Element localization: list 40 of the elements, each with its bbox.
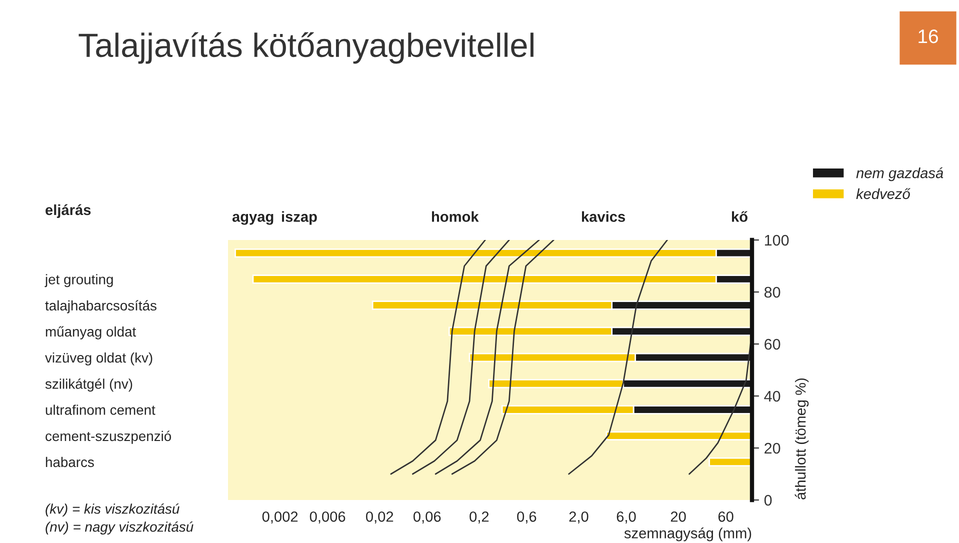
- text: agyag: [232, 214, 274, 225]
- y-tick-label: talajhabarcsosítás: [45, 300, 156, 314]
- legend-label: kedvező: [856, 188, 911, 200]
- x-tick-label: 0,006: [310, 511, 346, 524]
- text: kavics: [582, 211, 626, 222]
- text: (kv) = kis viszkozitású: [46, 503, 180, 517]
- y-tick-label: cement-szuszpenzió: [46, 430, 172, 444]
- text: homok: [432, 211, 479, 222]
- x-tick-label: 0,06: [413, 511, 441, 524]
- text: iszap: [282, 211, 317, 225]
- text: 16: [918, 29, 938, 44]
- y-tick-label: 20: [764, 442, 780, 454]
- y-tick-label: 0: [764, 494, 772, 506]
- x-axis-title: szemnagyság (mm): [624, 527, 752, 542]
- x-tick-label: 60: [718, 511, 734, 522]
- y-tick-label: vizüveg oldat (kv): [45, 352, 152, 366]
- y-tick-label: jet grouting: [44, 274, 113, 288]
- x-tick-label: 2,0: [569, 511, 588, 524]
- x-tick-label: 0,6: [517, 511, 536, 524]
- legend-label: nem gazdasá: [856, 167, 944, 182]
- x-tick-label: 0,2: [470, 511, 489, 524]
- x-tick-label: 6,0: [616, 511, 636, 524]
- y-tick-label: 100: [764, 234, 789, 246]
- bar: [606, 431, 752, 440]
- bar: [708, 457, 752, 467]
- y-axis-title: eljárás: [46, 204, 91, 218]
- text: (nv) = nagy viszkozitású: [46, 521, 194, 535]
- chart-title: Talajjavítás kötőanyagbevitellel: [78, 32, 534, 64]
- y-tick-label: 80: [764, 286, 780, 298]
- y-axis-title: áthullott (tömeg %): [794, 378, 809, 500]
- x-tick-label: 0,002: [262, 511, 298, 524]
- y-tick-label: 40: [764, 390, 780, 402]
- y-tick-label: 60: [764, 338, 780, 350]
- y-tick-label: műanyag oldat: [46, 326, 136, 340]
- y-tick-label: habarcs: [46, 456, 94, 468]
- x-tick-label: 0,02: [366, 511, 394, 524]
- y-tick-label: ultrafinom cement: [46, 404, 156, 415]
- x-tick-label: 20: [670, 511, 686, 522]
- text: kő: [732, 211, 748, 222]
- y-tick-label: szilikátgél (nv): [45, 378, 132, 392]
